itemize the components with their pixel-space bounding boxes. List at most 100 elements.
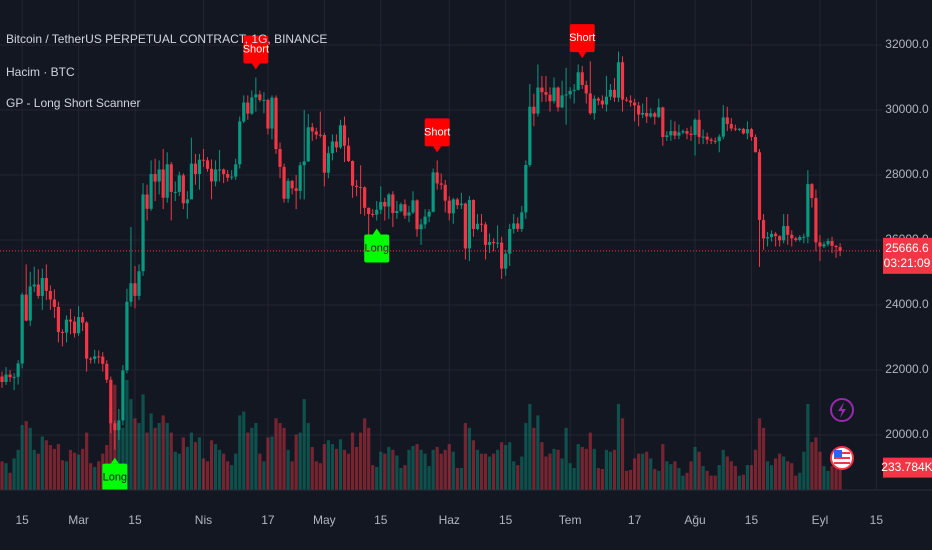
candle-body	[60, 331, 65, 333]
volume-bar	[141, 394, 145, 490]
candle-body	[637, 105, 641, 115]
candle-body	[608, 89, 613, 97]
volume-bar	[798, 472, 802, 490]
candle-body	[145, 194, 149, 209]
volume-bar	[209, 440, 214, 490]
candle-body	[8, 374, 12, 378]
volume-bar	[665, 461, 669, 490]
candle-body	[270, 97, 274, 129]
candle-body	[794, 238, 798, 240]
candle-body	[93, 356, 97, 359]
axis-layer: 20000.022000.024000.026000.028000.030000…	[15, 37, 932, 527]
candle-body	[129, 283, 133, 302]
candle-body	[371, 213, 375, 215]
candle-body	[524, 164, 528, 213]
volume-bar	[786, 461, 790, 490]
candle-body	[161, 169, 165, 198]
volume-bar	[80, 448, 85, 490]
volume-bar	[737, 475, 741, 490]
volume-bar	[282, 427, 286, 490]
volume-bar	[173, 451, 177, 490]
volume-bar	[552, 448, 556, 490]
candle-body	[298, 165, 302, 191]
volume-bar	[810, 442, 814, 490]
volume-bar	[157, 423, 161, 490]
volume-bar	[338, 439, 343, 490]
volume-bar	[310, 446, 314, 490]
candle-body	[246, 102, 250, 114]
volume-bar	[439, 453, 443, 490]
candle-body	[705, 136, 709, 140]
volume-bar	[745, 465, 750, 490]
volume-bar	[790, 463, 794, 490]
candle-body	[76, 317, 81, 334]
candle-body	[44, 278, 48, 292]
candle-body	[262, 99, 266, 101]
candle-body	[483, 224, 488, 245]
candle-body	[564, 94, 568, 96]
candle-body	[778, 236, 782, 241]
volume-bar	[697, 451, 701, 490]
volume-bar	[709, 475, 713, 490]
volume-bar	[741, 474, 745, 490]
volume-bar	[189, 432, 193, 490]
volume-bar	[294, 434, 298, 490]
volume-bar	[536, 415, 540, 490]
candle-body	[367, 207, 371, 214]
candle-body	[350, 161, 355, 186]
candle-body	[16, 363, 20, 377]
candle-body	[72, 321, 77, 334]
lightning-icon[interactable]	[830, 398, 854, 422]
volume-bar	[72, 452, 77, 490]
volume-bar	[459, 468, 463, 490]
x-tick-label: May	[313, 513, 336, 527]
candle-body	[657, 107, 661, 117]
candle-body	[677, 132, 681, 136]
candle-body	[544, 92, 548, 95]
volume-bar	[306, 423, 310, 490]
volume-bar	[350, 432, 355, 490]
candle-body	[36, 284, 40, 296]
volume-bar	[399, 468, 403, 490]
volume-bar	[749, 465, 754, 490]
volume-bar	[677, 468, 681, 490]
candle-body	[80, 317, 85, 323]
volume-bar	[318, 463, 322, 490]
candle-body	[463, 203, 467, 249]
candle-body	[226, 174, 230, 178]
candle-body	[338, 125, 343, 148]
volume-badge	[883, 457, 932, 478]
candle-body	[520, 212, 524, 229]
candle-body	[12, 376, 16, 378]
signal-marker: Short	[243, 35, 269, 70]
candle-body	[387, 194, 391, 207]
candle-body	[250, 97, 254, 114]
flag-icon[interactable]	[830, 446, 854, 470]
candle-body	[455, 199, 459, 206]
volume-bar	[149, 413, 153, 490]
volume-bar	[580, 446, 584, 490]
candle-body	[616, 62, 621, 98]
volume-bar	[403, 465, 407, 490]
candle-body	[786, 226, 790, 235]
volume-bar	[137, 423, 141, 490]
candle-body	[169, 164, 173, 192]
x-tick-label: 17	[628, 513, 642, 527]
candle-body	[802, 236, 806, 238]
volume-bar	[354, 446, 359, 490]
candle-body	[467, 200, 472, 249]
x-tick-label: 15	[128, 513, 142, 527]
y-tick-label: 32000.0	[885, 37, 929, 51]
volume-bar	[661, 444, 665, 490]
candle-body	[673, 131, 677, 136]
volume-bar	[830, 466, 834, 490]
volume-bar	[479, 453, 484, 490]
volume-bar	[624, 470, 629, 490]
volume-label: 233.784K	[881, 460, 932, 474]
volume-bar	[496, 449, 500, 490]
volume-bar	[270, 436, 274, 490]
volume-bar	[544, 456, 548, 490]
volume-bar	[181, 437, 185, 490]
candle-body	[423, 216, 427, 225]
signal-marker: Long	[102, 457, 128, 492]
